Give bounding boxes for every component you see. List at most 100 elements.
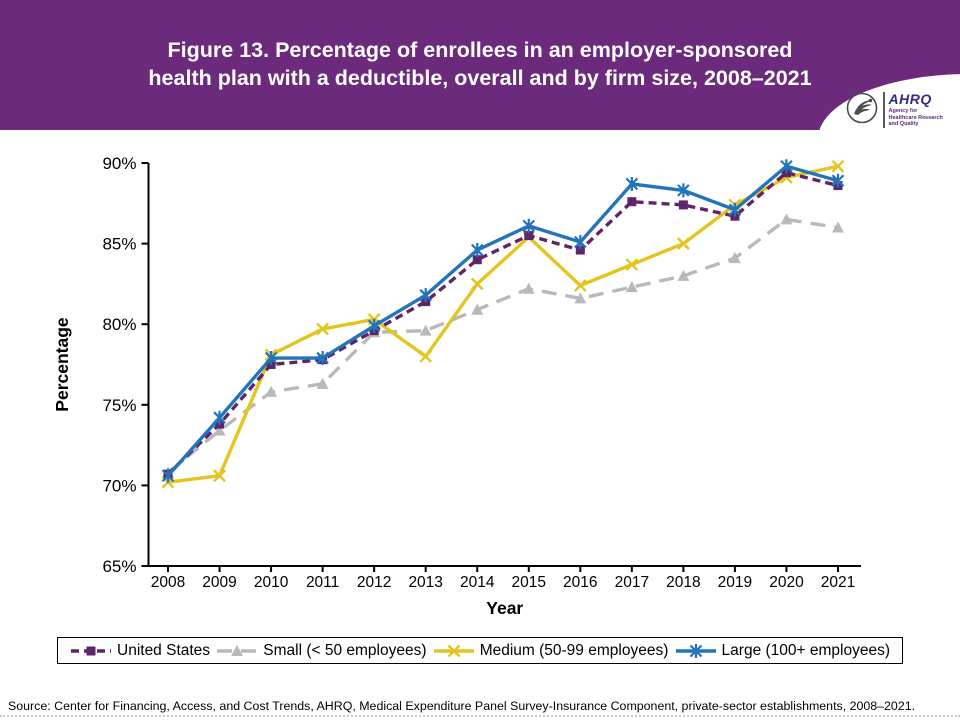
bottom-dotted-rule	[0, 715, 960, 717]
marker-triangle	[265, 385, 278, 397]
marker-x	[625, 258, 639, 271]
marker-square	[833, 181, 843, 191]
marker-triangle	[831, 221, 844, 233]
series-line-4	[166, 164, 839, 477]
y-tick-label: 65%	[102, 557, 136, 576]
source-note: Source: Center for Financing, Access, an…	[8, 699, 916, 713]
marker-triangle	[780, 213, 793, 225]
series-line-3	[167, 164, 839, 484]
figure-title-line2: health plan with a deductible, overall a…	[148, 66, 812, 90]
y-tick-label: 70%	[102, 476, 136, 495]
marker-x	[780, 171, 793, 184]
marker-square	[575, 245, 585, 255]
header-band: Figure 13. Percentage of enrollees in an…	[0, 0, 960, 130]
marker-asterisk	[264, 351, 278, 366]
x-tick-label: 2017	[615, 574, 649, 591]
x-tick-label: 2009	[202, 574, 236, 591]
marker-square	[369, 326, 379, 336]
marker-asterisk	[161, 468, 175, 483]
x-tick-label: 2021	[821, 574, 855, 591]
marker-square	[318, 355, 328, 365]
marker-x	[447, 644, 461, 657]
marker-x	[728, 198, 742, 212]
marker-square	[421, 297, 431, 307]
marker-asterisk	[367, 318, 381, 333]
legend-item-3: Medium (50-99 employees)	[433, 641, 669, 660]
y-tick-label: 90%	[102, 154, 136, 173]
y-tick-label: 85%	[102, 235, 136, 254]
marker-x	[470, 277, 484, 291]
marker-triangle	[677, 269, 690, 281]
marker-x	[367, 313, 381, 326]
marker-triangle	[162, 466, 174, 478]
marker-square	[86, 646, 96, 655]
marker-asterisk	[625, 176, 639, 191]
chart-legend: United States Small (< 50 employees) Mediu…	[57, 637, 903, 664]
marker-triangle	[231, 644, 244, 656]
marker-asterisk	[213, 410, 226, 425]
marker-x	[161, 475, 175, 489]
marker-asterisk	[574, 234, 587, 249]
legend-marker-x-icon	[433, 644, 474, 657]
x-tick-label: 2015	[512, 574, 546, 591]
marker-triangle	[419, 324, 432, 336]
y-tick-label: 75%	[102, 396, 136, 415]
marker-triangle	[625, 281, 638, 293]
marker-triangle	[471, 303, 484, 315]
x-tick-label: 2011	[306, 574, 339, 591]
legend-item-2: Small (< 50 employees)	[216, 641, 427, 660]
marker-square	[266, 360, 276, 369]
marker-x	[264, 348, 278, 362]
figure-title: Figure 13. Percentage of enrollees in an…	[0, 36, 960, 92]
series-line-2	[166, 217, 839, 474]
x-tick-label: 2014	[460, 574, 495, 591]
legend-marker-square-icon	[71, 646, 111, 655]
marker-x	[831, 159, 845, 173]
marker-asterisk	[677, 183, 690, 198]
y-tick-label: 80%	[102, 315, 136, 334]
legend-label: Medium (50-99 employees)	[479, 641, 669, 659]
marker-x	[316, 322, 329, 336]
legend-label: Small (< 50 employees)	[263, 641, 427, 659]
x-tick-label: 2008	[151, 574, 185, 591]
marker-asterisk	[831, 173, 845, 188]
marker-x	[213, 469, 226, 483]
marker-x	[522, 230, 536, 244]
marker-asterisk	[780, 159, 793, 174]
marker-asterisk	[419, 288, 432, 303]
x-axis-title: Year	[486, 598, 523, 618]
marker-triangle	[316, 377, 329, 389]
y-axis-title: Percentage	[52, 317, 72, 412]
marker-square	[730, 211, 740, 221]
marker-triangle	[728, 252, 741, 264]
marker-x	[419, 350, 433, 363]
marker-asterisk	[522, 218, 536, 233]
marker-square	[781, 168, 791, 178]
x-tick-label: 2013	[408, 574, 442, 591]
series-line-1	[166, 170, 839, 476]
ahrq-wordmark: AHRQ	[888, 91, 932, 108]
ahrq-logo: AHRQ Agency for Healthcare Research and …	[845, 90, 955, 130]
x-tick-label: 2019	[718, 574, 752, 591]
marker-asterisk	[689, 643, 702, 658]
x-tick-label: 2020	[769, 574, 804, 591]
legend-item-1: United States	[70, 642, 210, 660]
marker-square	[627, 197, 637, 207]
ahrq-tagline: Agency for Healthcare Research and Quali…	[888, 108, 943, 128]
marker-square	[524, 231, 534, 241]
marker-x	[573, 279, 587, 292]
marker-asterisk	[316, 351, 329, 366]
marker-square	[678, 200, 688, 210]
legend-marker-asterisk-icon	[675, 643, 716, 658]
figure-title-line1: Figure 13. Percentage of enrollees in an…	[167, 38, 793, 62]
marker-triangle	[213, 424, 226, 436]
marker-square	[163, 469, 173, 479]
legend-marker-triangle-icon	[217, 644, 258, 656]
hhs-eagle-icon	[845, 91, 879, 130]
x-tick-label: 2010	[254, 574, 289, 591]
marker-x	[677, 237, 690, 250]
x-tick-label: 2018	[666, 574, 700, 591]
marker-triangle	[368, 326, 381, 338]
marker-square	[472, 255, 482, 265]
x-tick-label: 2012	[357, 574, 391, 591]
